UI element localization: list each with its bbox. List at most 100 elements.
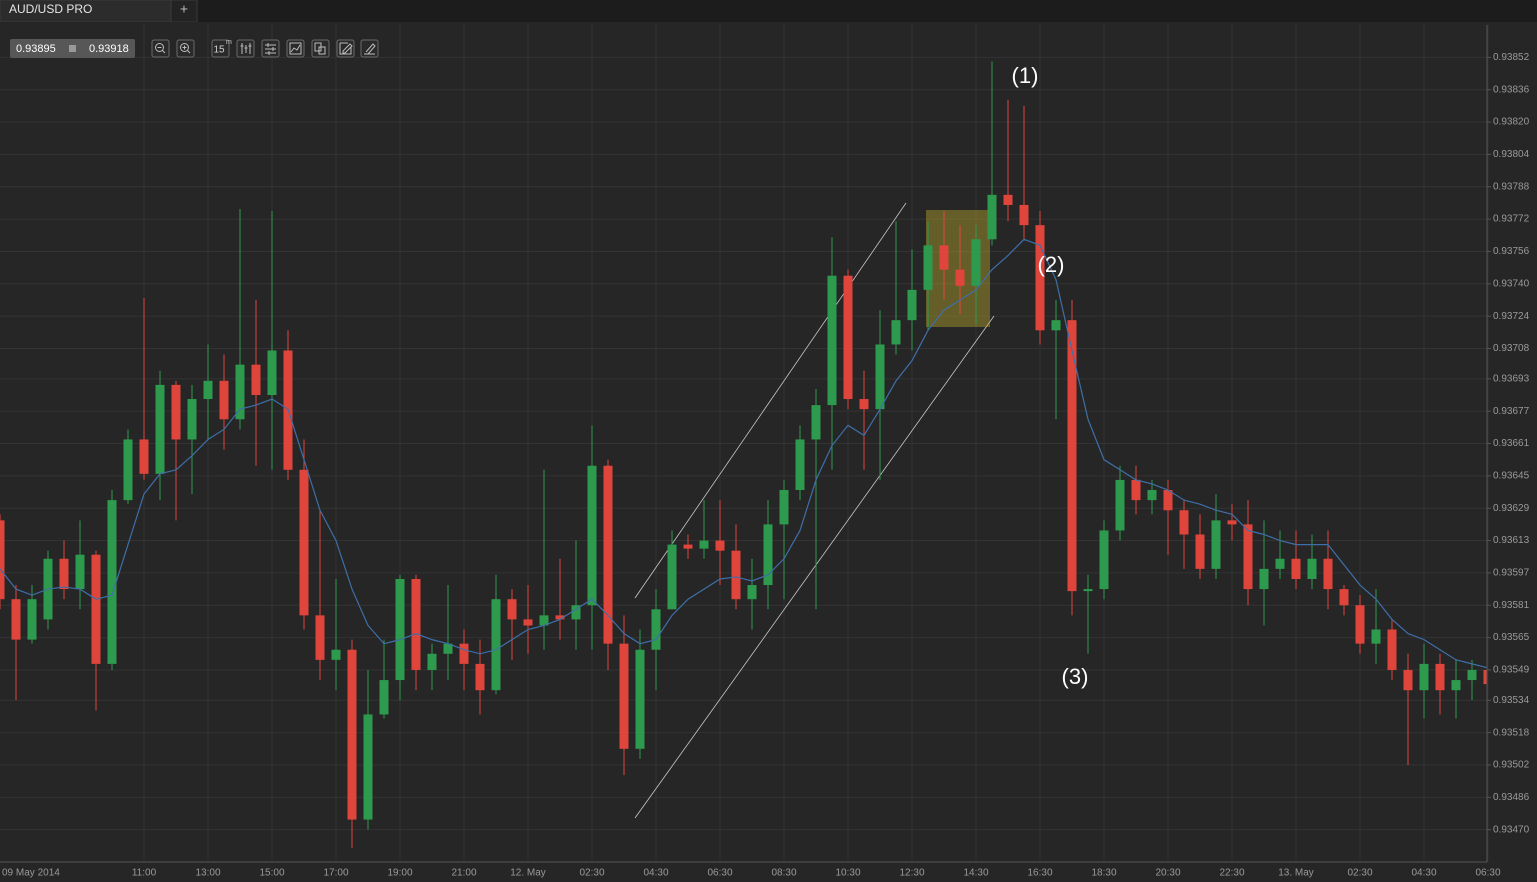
y-tick-label: 0.93693 [1493,373,1530,384]
candle-body [555,615,565,620]
candle-body [635,649,645,749]
icon [314,42,326,55]
icon [162,50,166,54]
candle-body [331,649,341,660]
candle-body [779,490,789,525]
zoom-in-button[interactable] [176,39,195,58]
candle-body [379,680,389,715]
candle-body [987,194,997,240]
candle-body [1131,479,1141,501]
moving-average-line [0,238,1487,669]
icon [180,43,189,52]
y-tick-label: 0.93677 [1493,406,1530,417]
tab-title: AUD/USD PRO [9,2,92,16]
icon [240,43,252,54]
timeframe-button[interactable] [211,39,230,58]
x-tick-label: 16:30 [1027,868,1052,879]
x-tick-label: 19:00 [387,868,412,879]
candle-body [11,599,21,640]
candle-body [427,653,437,670]
candle-body [795,439,805,491]
candle-body [459,643,469,664]
toolbar: 15 m [151,39,379,58]
x-tick-label: 08:30 [771,868,796,879]
candle-body [955,269,965,286]
y-tick-label: 0.93661 [1493,438,1530,449]
candle-body [731,550,741,600]
candle-body [539,615,549,626]
candle-body [571,605,581,620]
candle-body [1307,558,1317,579]
candle-body [155,384,165,474]
candle-body [587,465,597,606]
x-tick-label: 22:30 [1219,868,1244,879]
candle-body [299,469,309,616]
candle-body [651,609,661,650]
y-tick-label: 0.93534 [1493,695,1530,706]
candle-body [1211,520,1221,569]
y-tick-label: 0.93788 [1493,181,1530,192]
candle-body [1227,520,1237,525]
candle-body [683,544,693,549]
y-tick-label: 0.93549 [1493,665,1530,676]
new-tab-label: + [180,1,188,17]
ask-price: 0.93918 [89,43,129,55]
candle-body [859,399,869,410]
candle-body [91,554,101,664]
x-tick-label: 02:30 [1347,868,1372,879]
candle-body [1147,490,1157,501]
y-tick-label: 0.93581 [1493,600,1530,611]
y-tick-label: 0.93852 [1493,52,1530,63]
candle-body [1467,669,1477,681]
channel-line [634,315,995,819]
candle-body [1179,510,1189,535]
candle-body [1003,194,1013,205]
candle-body [747,585,757,600]
candle-body [251,364,261,395]
x-tick-label: 06:30 [707,868,732,879]
candle-body [1323,558,1333,590]
x-tick-label: 10:30 [835,868,860,879]
candle-body [219,380,229,420]
candle-body [75,554,85,590]
candle-body [715,540,725,551]
y-tick-label: 0.93708 [1493,343,1530,354]
candle-body [523,619,533,626]
tab-bar [0,0,1537,22]
y-tick-label: 0.93804 [1493,149,1530,160]
x-tick-label: 20:30 [1155,868,1180,879]
zoom-out-button[interactable] [151,39,170,58]
candle-body [1115,479,1125,531]
y-tick-label: 0.93565 [1493,632,1530,643]
candle-body [1371,629,1381,644]
candle-body [59,558,69,590]
x-tick-label: 14:30 [963,868,988,879]
candle-body [139,439,149,474]
candle-body [827,275,837,406]
candle-body [923,245,933,290]
y-tick-label: 0.93645 [1493,471,1530,482]
candle-body [107,500,117,664]
candle-body [267,350,277,395]
candle-body [1195,534,1205,569]
x-tick-label: 18:30 [1091,868,1116,879]
y-tick-label: 0.93629 [1493,503,1530,514]
x-tick-label: 06:30 [1475,868,1500,879]
candle-body [315,615,325,660]
candle-body [667,544,677,610]
x-tick-label: 17:00 [323,868,348,879]
candle-body [1067,320,1077,592]
candle-body [1243,524,1253,590]
candle-body [1275,558,1285,569]
x-tick-label: 11:00 [132,868,157,879]
candle-body [1259,568,1269,590]
candle-body [235,364,245,420]
x-tick-label: 09 May 2014 [2,868,60,879]
candle-body [811,405,821,440]
x-tick-label: 13. May [1278,868,1314,879]
candle-body [699,540,709,549]
candle-body [1035,225,1045,331]
annotation: (2) [1038,252,1065,277]
candle-body [619,643,629,749]
